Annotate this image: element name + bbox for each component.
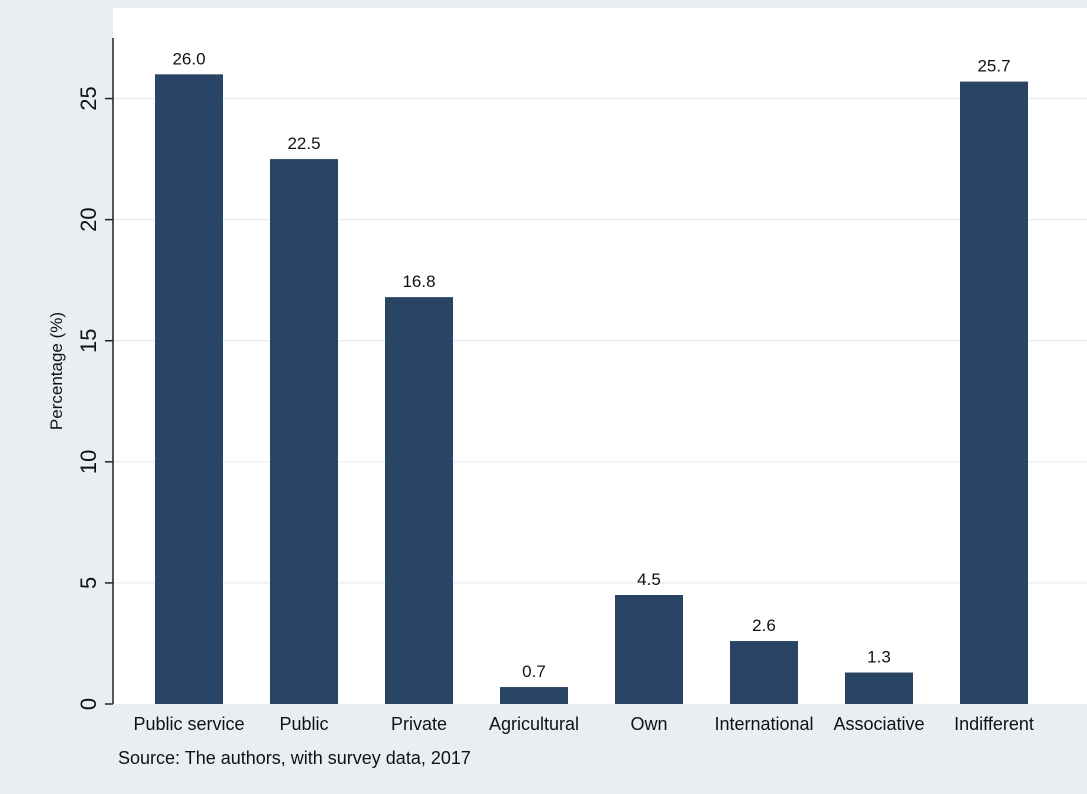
bar	[730, 641, 798, 704]
data-label: 16.8	[402, 272, 435, 291]
y-tick-label: 0	[76, 698, 101, 710]
data-label: 22.5	[287, 134, 320, 153]
plot-area	[113, 8, 1087, 704]
bars	[155, 74, 1028, 705]
source-note: Source: The authors, with survey data, 2…	[118, 748, 471, 768]
bar	[615, 595, 683, 704]
data-label: 4.5	[637, 570, 661, 589]
x-tick-label: Indifferent	[954, 714, 1034, 734]
bar	[385, 297, 453, 704]
bar	[845, 672, 913, 704]
bar	[155, 74, 223, 704]
bar	[960, 81, 1028, 705]
data-label: 1.3	[867, 648, 891, 667]
x-tick-label: Own	[630, 714, 667, 734]
x-tick-labels: Public service Public Private Agricultural O…	[133, 714, 1033, 734]
x-tick-label: Private	[391, 714, 447, 734]
data-label: 26.0	[172, 49, 205, 68]
bar	[270, 159, 338, 704]
data-labels: 26.0 22.5 16.8 0.7 4.5 2.6 1.3 25.7	[172, 49, 1010, 681]
data-label: 0.7	[522, 662, 546, 681]
data-label: 2.6	[752, 616, 776, 635]
data-label: 25.7	[977, 57, 1010, 76]
y-tick-label: 15	[76, 328, 101, 352]
y-axis-title: Percentage (%)	[47, 312, 66, 430]
y-ticks: 0 5 10 15 20 25	[76, 86, 113, 710]
y-tick-label: 25	[76, 86, 101, 110]
bar	[500, 687, 568, 704]
x-tick-label: International	[714, 714, 813, 734]
x-tick-label: Associative	[833, 714, 924, 734]
x-tick-label: Agricultural	[489, 714, 579, 734]
y-tick-label: 5	[76, 577, 101, 589]
y-tick-label: 10	[76, 450, 101, 474]
x-tick-label: Public	[279, 714, 328, 734]
y-tick-label: 20	[76, 207, 101, 231]
x-tick-label: Public service	[133, 714, 244, 734]
